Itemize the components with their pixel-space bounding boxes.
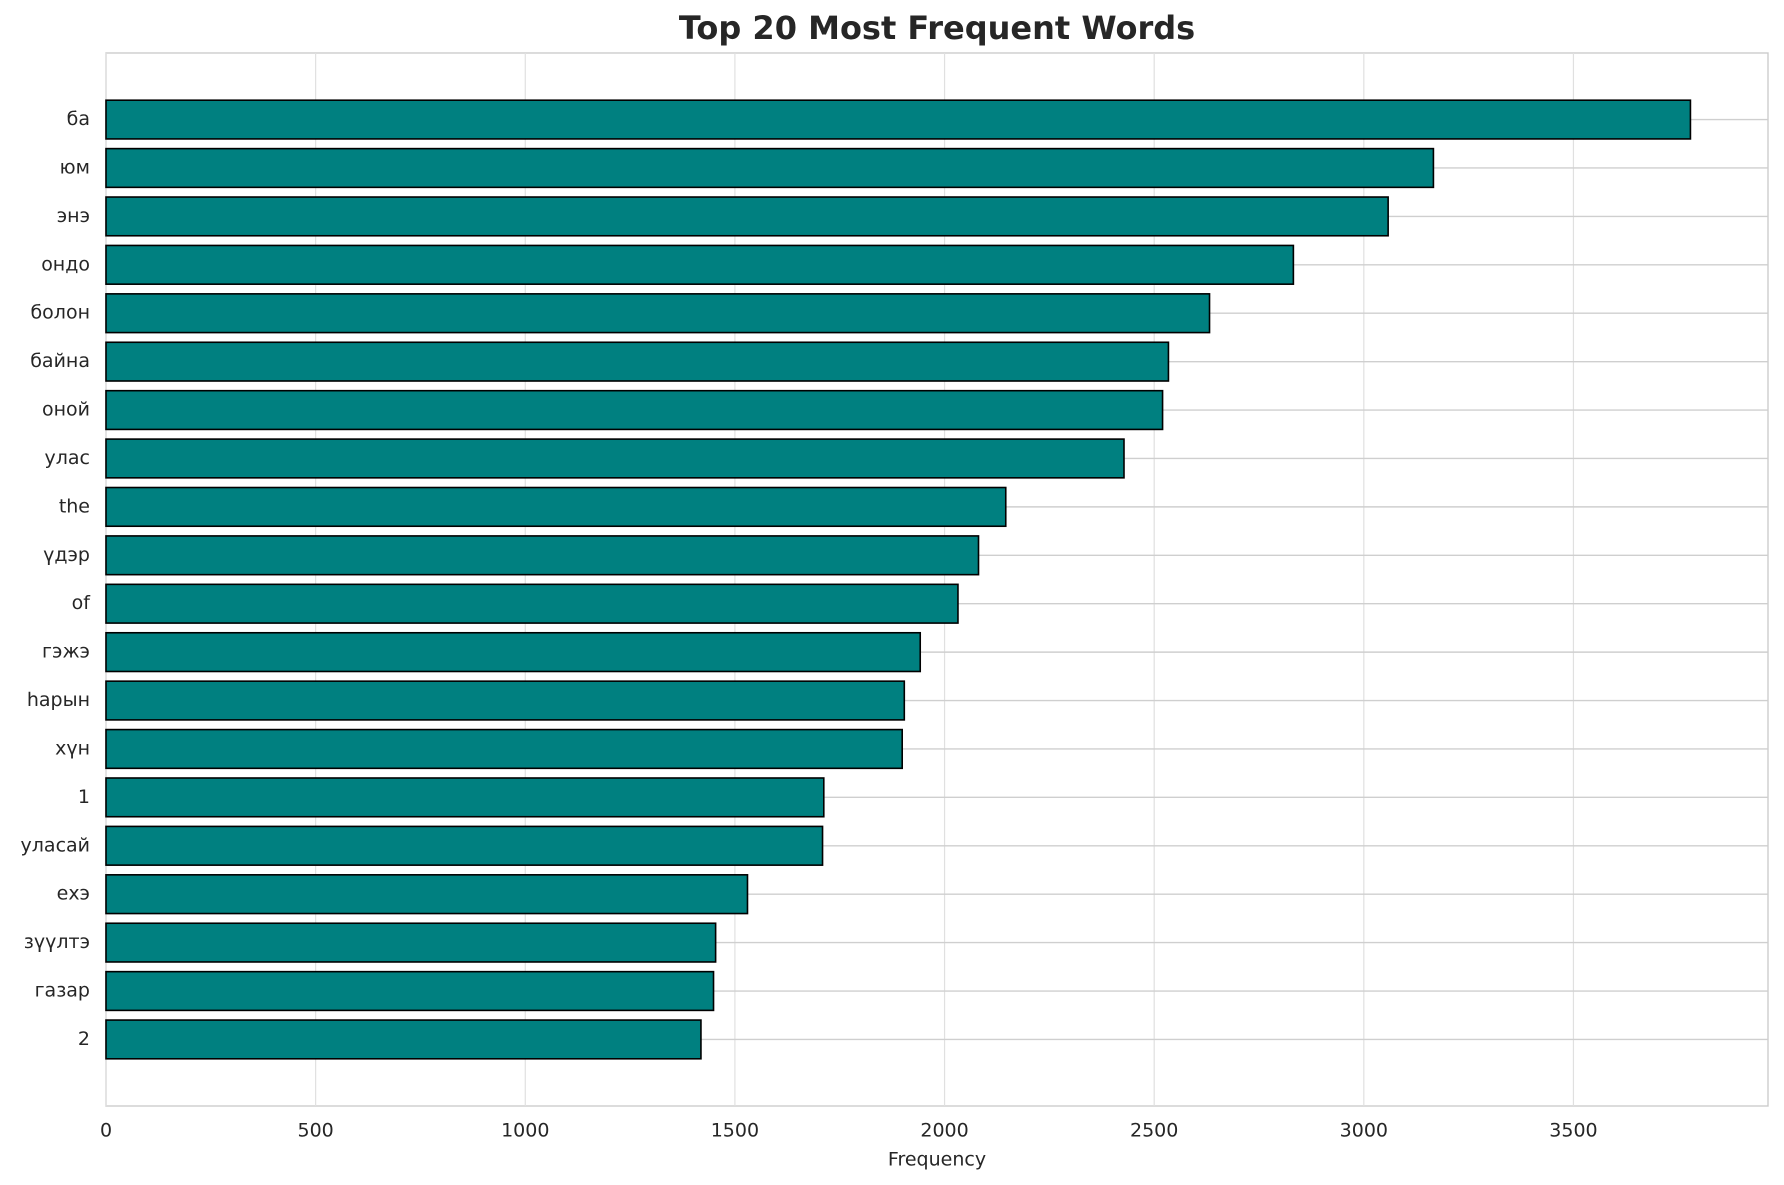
- bar: [105, 293, 1211, 334]
- x-tick-label: 3500: [1549, 1120, 1597, 1142]
- y-tick-label: улас: [45, 447, 90, 469]
- y-tick-label: энэ: [57, 205, 90, 227]
- bar: [105, 777, 825, 818]
- bar: [105, 244, 1295, 285]
- y-tick-label: гэжэ: [42, 641, 90, 663]
- bar: [105, 631, 922, 673]
- x-tick-label: 3000: [1340, 1120, 1388, 1142]
- bar: [105, 486, 1007, 528]
- y-tick-label: болон: [30, 302, 90, 324]
- x-tick-label: 500: [298, 1120, 334, 1142]
- bar: [105, 728, 904, 770]
- x-axis-label: Frequency: [888, 1149, 986, 1171]
- bar: [105, 389, 1164, 431]
- y-tick-label: ехэ: [57, 883, 90, 905]
- x-tick-label: 2500: [1130, 1120, 1178, 1142]
- y-tick-label: ондо: [41, 253, 90, 275]
- bar: [105, 874, 749, 915]
- bar: [105, 1019, 702, 1060]
- y-tick-label: газар: [35, 980, 90, 1002]
- y-tick-label: the: [59, 495, 90, 517]
- y-tick-label: 2: [78, 1028, 90, 1050]
- y-tick-label: зүүлтэ: [24, 931, 90, 953]
- x-tick-label: 1000: [501, 1120, 549, 1142]
- y-tick-label: һарын: [27, 689, 90, 711]
- x-tick-label: 0: [100, 1120, 112, 1142]
- y-tick-label: 1: [78, 786, 90, 808]
- y-tick-label: юм: [60, 156, 90, 178]
- y-tick-label: of: [72, 592, 92, 614]
- bar: [105, 825, 824, 866]
- y-tick-label: уласай: [21, 834, 90, 856]
- bar: [105, 583, 959, 624]
- chart-title: Top 20 Most Frequent Words: [679, 9, 1195, 47]
- bar: [105, 196, 1389, 237]
- y-tick-label: ба: [67, 108, 90, 130]
- bar: [105, 680, 906, 721]
- y-tick-label: оной: [42, 399, 90, 421]
- bar: [105, 535, 980, 576]
- x-tick-label: 1500: [711, 1120, 759, 1142]
- bar: [105, 147, 1435, 189]
- bar: [105, 970, 715, 1012]
- bar: [105, 99, 1692, 140]
- y-tick-label: үдэр: [43, 544, 90, 566]
- bar: [105, 341, 1170, 382]
- y-tick-label: хүн: [55, 737, 90, 759]
- x-tick-label: 2000: [920, 1120, 968, 1142]
- bar: [105, 438, 1125, 479]
- y-tick-label: байна: [30, 350, 90, 372]
- bar: [105, 922, 717, 963]
